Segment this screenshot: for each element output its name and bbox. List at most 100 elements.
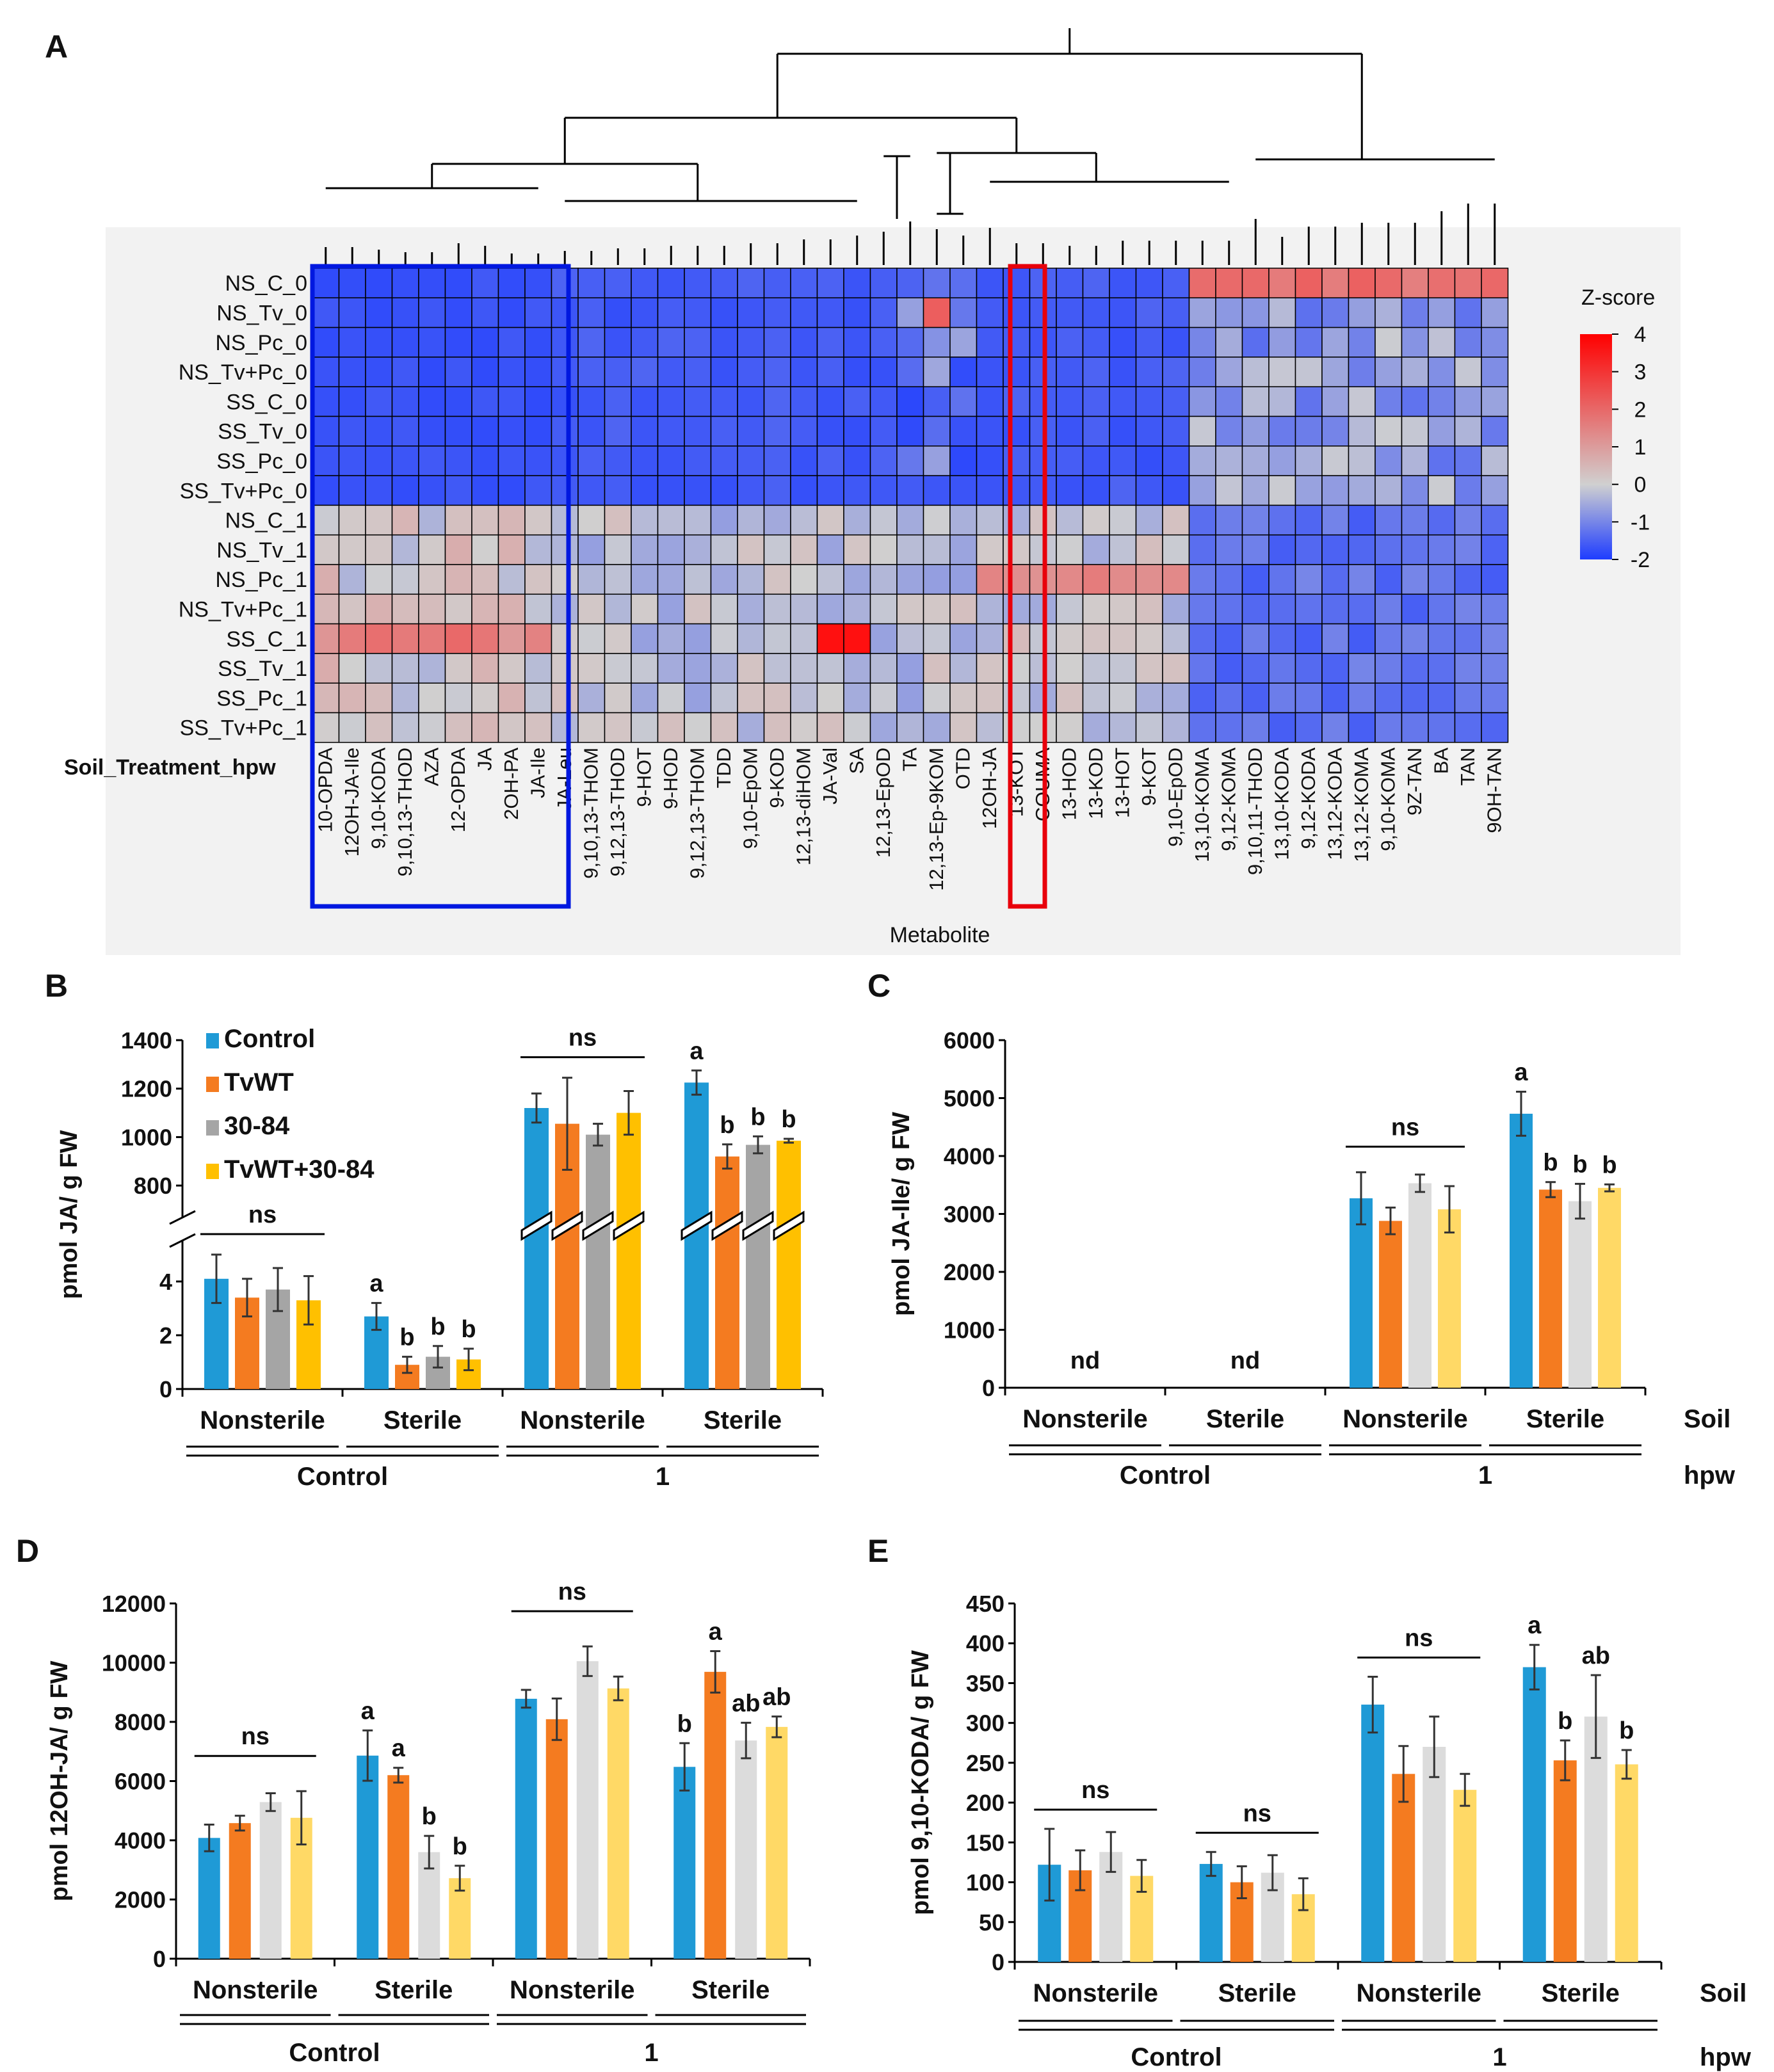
heatmap-cell	[1375, 357, 1403, 387]
heatmap-cell	[657, 326, 685, 358]
heatmap-cell	[312, 357, 340, 387]
heatmap-cell	[1109, 326, 1137, 358]
heatmap-cell	[684, 534, 712, 565]
heatmap-cell	[1188, 504, 1216, 536]
heatmap-cell	[816, 564, 844, 595]
heatmap-cell	[1294, 268, 1323, 299]
heatmap-cell	[1481, 386, 1509, 417]
heatmap-cell	[657, 653, 685, 684]
heatmap-cell	[1241, 534, 1270, 565]
bar	[617, 1112, 641, 1389]
heatmap-cell	[312, 446, 340, 476]
heatmap-cell	[577, 268, 606, 299]
heatmap-cell	[1454, 593, 1482, 625]
heatmap-cell	[737, 653, 765, 684]
heatmap-cell	[1481, 475, 1509, 506]
heatmap-cell	[763, 504, 791, 536]
heatmap-cell	[869, 357, 898, 387]
heatmap-cell	[391, 386, 419, 417]
heatmap-cell	[816, 712, 844, 743]
heatmap-row-axis-label: Soil_Treatment_hpw	[64, 755, 276, 780]
heatmap-cell	[1428, 534, 1456, 565]
bar	[1553, 1760, 1577, 1962]
heatmap-cell	[524, 446, 552, 476]
heatmap-cell	[1109, 268, 1137, 299]
heatmap-cell	[657, 623, 685, 654]
heatmap-cell	[976, 564, 1004, 595]
bar	[229, 1823, 251, 1959]
heatmap-cell	[896, 504, 924, 536]
bar	[673, 1767, 696, 1959]
heatmap-cell	[710, 386, 738, 417]
heatmap-cell	[1268, 297, 1296, 328]
heatmap-cell	[1241, 297, 1270, 328]
heatmap-cell	[869, 534, 898, 565]
heatmap-cell	[763, 682, 791, 714]
heatmap-cell	[684, 326, 712, 358]
heatmap-cell	[1056, 504, 1084, 536]
y-tick-label: 1000	[121, 1124, 172, 1150]
heatmap-cell	[338, 534, 366, 565]
heatmap-cell	[657, 712, 685, 743]
heatmap-cell	[1401, 326, 1429, 358]
heatmap-cell	[1241, 415, 1270, 447]
significance-letter: ab	[1582, 1642, 1610, 1669]
heatmap-column-label: 13,12-KOMA	[1350, 747, 1373, 862]
heatmap-cell	[497, 386, 526, 417]
heatmap-cell	[497, 682, 526, 714]
heatmap-cell	[1428, 415, 1456, 447]
heatmap-cell	[338, 326, 366, 358]
heatmap-cell	[551, 386, 579, 417]
heatmap-cell	[1401, 534, 1429, 565]
heatmap-cell	[551, 326, 579, 358]
heatmap-column-label: 9,10-KODA	[367, 747, 390, 849]
heatmap-cell	[391, 297, 419, 328]
heatmap-cell	[790, 326, 818, 358]
heatmap-cell	[1481, 357, 1509, 387]
heatmap-cell	[1375, 475, 1403, 506]
heatmap-cell	[1454, 297, 1482, 328]
heatmap-column-label: 13-HOD	[1058, 748, 1081, 821]
heatmap-cell	[869, 268, 898, 299]
heatmap-cell	[1135, 564, 1163, 595]
heatmap-column-label: AZA	[421, 747, 443, 786]
heatmap-cell	[1109, 564, 1137, 595]
heatmap-cell	[524, 297, 552, 328]
bar	[1598, 1187, 1621, 1388]
heatmap-cell	[1082, 446, 1110, 476]
heatmap-column-label: 9,12-KODA	[1297, 747, 1319, 849]
heatmap-cell	[418, 268, 446, 299]
heatmap-cell	[1215, 504, 1243, 536]
heatmap-cell	[763, 593, 791, 625]
heatmap-cell	[710, 504, 738, 536]
blue-highlight-box	[310, 264, 571, 909]
heatmap-cell	[1454, 326, 1482, 358]
heatmap-cell	[1003, 475, 1031, 506]
heatmap-cell	[816, 326, 844, 358]
soil-group-label: Sterile	[383, 1406, 462, 1434]
significance-letter: b	[677, 1710, 692, 1737]
heatmap-cell	[365, 623, 393, 654]
heatmap-cell	[737, 297, 765, 328]
heatmap-cell	[391, 326, 419, 358]
heatmap-cell	[869, 653, 898, 684]
heatmap-cell	[631, 446, 659, 476]
heatmap-cell	[923, 475, 951, 506]
heatmap-cell	[1321, 712, 1350, 743]
heatmap-cell	[896, 297, 924, 328]
heatmap-cell	[923, 653, 951, 684]
heatmap-cell	[551, 534, 579, 565]
heatmap-cell	[471, 564, 499, 595]
heatmap-cell	[391, 623, 419, 654]
heatmap-cell	[338, 446, 366, 476]
heatmap-cell	[790, 534, 818, 565]
heatmap-cell	[684, 446, 712, 476]
bar-break-mark	[681, 1210, 713, 1241]
bar	[357, 1755, 379, 1959]
heatmap-cell	[1135, 357, 1163, 387]
heatmap-cell	[1162, 326, 1190, 358]
heatmap-column-label: 9,10-KOMA	[1377, 747, 1399, 851]
heatmap-cell	[1321, 623, 1350, 654]
heatmap-cell	[1268, 712, 1296, 743]
heatmap-cell	[710, 564, 738, 595]
